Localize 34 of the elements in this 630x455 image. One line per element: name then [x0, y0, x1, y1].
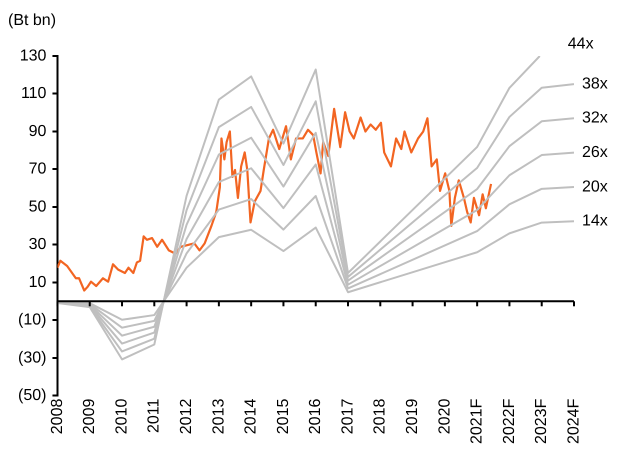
y-tick-label: (30) [18, 349, 46, 366]
y-tick-label: 110 [20, 85, 47, 102]
series-label: 32x [582, 110, 608, 127]
series-label: 44x [568, 35, 594, 52]
x-tick-label: 2017 [339, 398, 356, 434]
y-tick-label: 50 [28, 198, 47, 216]
x-tick-label: 2015 [274, 398, 292, 434]
y-tick-label: 30 [28, 236, 47, 254]
x-tick-label: 2014 [242, 398, 260, 434]
x-tick-label: 2010 [113, 398, 130, 434]
y-tick-label: 10 [28, 274, 47, 291]
x-tick-label: 2009 [81, 398, 98, 434]
y-tick-label: (10) [18, 312, 46, 329]
series-label: 38x [582, 76, 608, 93]
x-tick-label: 2016 [307, 398, 324, 434]
series-label: 20x [582, 178, 608, 196]
y-tick-label: (50) [18, 387, 46, 404]
y-tick-label: 90 [28, 122, 47, 140]
x-tick-label: 2024F [565, 398, 582, 444]
x-tick-label: 2022F [500, 398, 518, 444]
x-tick-label: 2019 [404, 398, 421, 434]
x-tick-label: 2018 [372, 398, 389, 434]
y-axis-title: (Bt bn) [8, 12, 56, 30]
x-tick-label: 2021F [468, 398, 486, 444]
x-tick-label: 2020 [436, 398, 454, 434]
x-tick-label: 2012 [178, 398, 195, 434]
y-tick-label: 130 [20, 47, 47, 64]
series-label: 26x [582, 144, 608, 162]
y-tick-label: 70 [28, 160, 47, 178]
series-label: 14x [582, 212, 608, 230]
x-tick-label: 2013 [210, 398, 228, 434]
x-tick-label: 2008 [48, 398, 66, 434]
x-tick-label: 2011 [146, 398, 163, 434]
x-tick-label: 2023F [533, 398, 550, 444]
